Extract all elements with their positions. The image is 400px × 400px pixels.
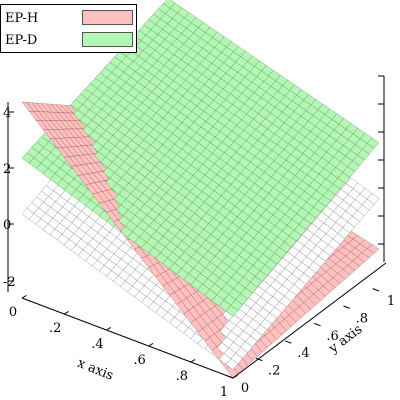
x-tick-label: .2 — [49, 321, 61, 336]
y-tick-label: .6 — [326, 329, 338, 344]
y-tick — [226, 375, 234, 379]
legend: EP-H EP-D — [0, 4, 137, 53]
legend-swatch — [82, 10, 133, 25]
x-tick-label: 1 — [220, 385, 228, 400]
surfaces-layer — [21, 0, 380, 379]
x-tick — [63, 310, 69, 315]
z-tick-label: -2 — [3, 275, 16, 290]
x-tick-label: .6 — [133, 353, 145, 368]
x-tick — [106, 326, 112, 331]
y-tick — [284, 340, 292, 344]
legend-label: EP-D — [5, 33, 37, 48]
surface-cell — [225, 358, 239, 370]
y-tick-label: 0 — [241, 381, 249, 396]
y-axis-label: y axis — [326, 322, 366, 357]
surface-cell — [225, 305, 239, 317]
x-tick-label: .8 — [176, 369, 188, 384]
z-tick-label: 0 — [3, 218, 11, 233]
y-tick-label: 1 — [387, 294, 395, 309]
z-tick-label: 2 — [3, 162, 11, 177]
x-tick — [148, 342, 154, 347]
x-tick-label: 0 — [9, 305, 17, 320]
y-tick-label: .2 — [268, 364, 280, 379]
y-tick — [343, 305, 350, 309]
x-tick — [190, 358, 196, 363]
y-tick — [314, 322, 321, 327]
x-axis-label: x axis — [75, 356, 115, 384]
y-tick-label: .4 — [297, 346, 309, 361]
z-tick-label: 4 — [3, 106, 11, 121]
legend-label: EP-H — [5, 11, 38, 26]
x-tick-label: .4 — [91, 337, 103, 352]
x-tick — [232, 374, 238, 379]
x-tick — [21, 294, 27, 299]
legend-swatch — [82, 32, 133, 47]
y-tick — [372, 288, 380, 292]
x-axis-line — [21, 297, 234, 379]
y-tick-label: .8 — [356, 311, 368, 326]
y-tick — [255, 357, 263, 362]
